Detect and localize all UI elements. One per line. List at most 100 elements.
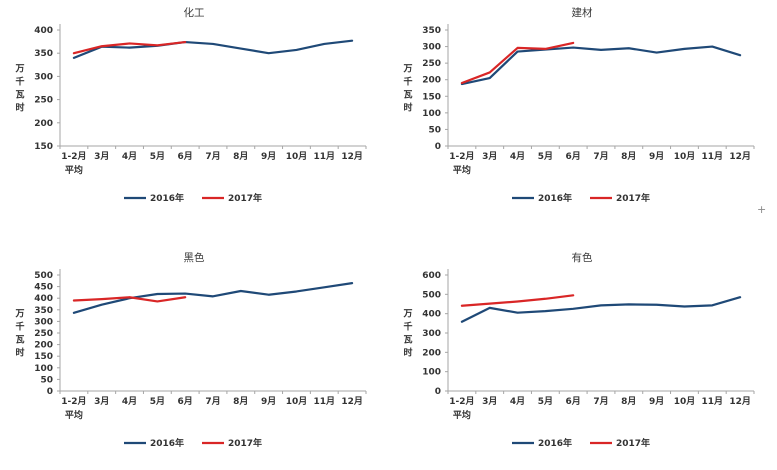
svg-text:千: 千: [15, 321, 24, 333]
x-tick-label-sub: 平均: [65, 164, 83, 176]
x-tick-label: 10月: [674, 151, 696, 162]
y-tick-label: 300: [422, 43, 441, 53]
x-tick-label: 4月: [510, 151, 525, 162]
legend-label-2017年: 2017年: [228, 192, 262, 204]
legend: 2016年 2017年: [124, 437, 262, 449]
x-tick-label: 4月: [510, 396, 525, 407]
y-tick-label: 600: [422, 271, 441, 281]
y-tick-label: 200: [34, 341, 53, 351]
legend-label-2017年: 2017年: [228, 437, 262, 449]
axes: [57, 269, 367, 394]
x-tick-label: 12月: [341, 151, 363, 162]
y-tick-label: 50: [428, 125, 441, 135]
x-tick-label: 8月: [621, 396, 636, 407]
x-tick-label: 9月: [649, 396, 664, 407]
y-tick-label: 400: [34, 294, 53, 304]
x-tick-label-sub: 平均: [453, 164, 471, 176]
legend-label-2016年: 2016年: [150, 192, 184, 204]
svg-text:千: 千: [403, 321, 412, 333]
axes: [57, 24, 367, 149]
svg-text:时: 时: [15, 347, 24, 359]
x-tick-label: 5月: [538, 396, 553, 407]
series-line-2017年: [460, 41, 575, 85]
y-tick-label: 250: [34, 96, 53, 106]
legend-label-2017年: 2017年: [616, 192, 650, 204]
x-tick-label: 10月: [286, 151, 308, 162]
x-tick-label-sub: 平均: [65, 409, 83, 421]
x-tick-label: 6月: [178, 396, 193, 407]
series-line-2017年: [72, 296, 187, 303]
svg-text:万: 万: [402, 309, 412, 320]
x-tick-label: 6月: [566, 151, 581, 162]
y-tick-label: 250: [34, 329, 53, 339]
series-line-2017年: [460, 294, 575, 307]
series-line-2016年: [460, 296, 742, 323]
chart-title: 有色: [572, 251, 593, 264]
y-tick-label: 250: [422, 59, 441, 69]
svg-text:瓦: 瓦: [403, 90, 412, 101]
svg-text:时: 时: [15, 102, 24, 114]
x-tick-label: 3月: [482, 396, 497, 407]
x-tick-label: 11月: [314, 151, 336, 162]
x-tick-label: 12月: [341, 396, 363, 407]
svg-text:万: 万: [14, 309, 24, 320]
x-tick-label: 7月: [205, 151, 220, 162]
legend: 2016年 2017年: [512, 437, 650, 449]
x-tick-label: 12月: [729, 151, 751, 162]
x-tick-label: 5月: [538, 151, 553, 162]
x-tick-label: 3月: [94, 151, 109, 162]
x-tick-label: 5月: [150, 151, 165, 162]
x-tick-label: 3月: [94, 396, 109, 407]
x-tick-label: 10月: [286, 396, 308, 407]
y-tick-label: 300: [422, 329, 441, 339]
x-tick-label: 5月: [150, 396, 165, 407]
chart-title: 黑色: [184, 251, 205, 264]
x-tick-label: 1-2月: [449, 396, 474, 407]
chart-quadrant-heise: 黑色万千瓦时 0 50 100 150 200 250 300 350 400 450 500 1-2月…: [0, 231, 388, 462]
series-line-2016年: [72, 39, 354, 59]
svg-text:瓦: 瓦: [403, 335, 412, 346]
x-tick-label: 7月: [593, 151, 608, 162]
y-tick-label: 0: [435, 387, 441, 397]
x-tick-label: 12月: [729, 396, 751, 407]
legend: 2016年 2017年: [512, 192, 650, 204]
x-tick-label: 1-2月: [449, 151, 474, 162]
x-tick-label: 7月: [593, 396, 608, 407]
y-tick-label: 400: [34, 26, 53, 36]
y-tick-label: 200: [422, 348, 441, 358]
y-tick-label: 150: [34, 352, 53, 362]
chart-quadrant-huagong: 化工万千瓦时 150 200 250 300 350 400 1-2月 平均 3月 4月 5月 6月 7月…: [0, 0, 388, 231]
y-tick-label: 350: [34, 49, 53, 59]
y-tick-label: 350: [422, 26, 441, 36]
svg-text:时: 时: [403, 347, 412, 359]
y-tick-label: 150: [422, 92, 441, 102]
legend-label-2017年: 2017年: [616, 437, 650, 449]
y-tick-label: 300: [34, 72, 53, 82]
x-tick-label: 10月: [674, 396, 696, 407]
svg-text:千: 千: [403, 76, 412, 88]
y-tick-label: 500: [34, 271, 53, 281]
chart-quadrant-jiancai: 建材万千瓦时 0 50 100 150 200 250 300 350 1-2月 平均 3月 4月 5月 6…: [388, 0, 777, 231]
x-tick-label: 4月: [122, 151, 137, 162]
svg-text:瓦: 瓦: [15, 335, 24, 346]
series-line-2016年: [460, 45, 742, 86]
x-tick-label: 1-2月: [61, 396, 86, 407]
legend-label-2016年: 2016年: [538, 437, 572, 449]
y-tick-label: 200: [34, 119, 53, 129]
axes: [445, 24, 755, 149]
y-tick-label: 200: [422, 76, 441, 86]
y-tick-label: 150: [34, 142, 53, 152]
y-tick-label: 450: [34, 283, 53, 293]
y-tick-label: 0: [47, 387, 53, 397]
legend: 2016年 2017年: [124, 192, 262, 204]
plus-artifact: +: [757, 203, 767, 216]
y-tick-label: 500: [422, 290, 441, 300]
chart-title: 化工: [184, 6, 205, 19]
svg-text:瓦: 瓦: [15, 90, 24, 101]
x-tick-label: 8月: [621, 151, 636, 162]
